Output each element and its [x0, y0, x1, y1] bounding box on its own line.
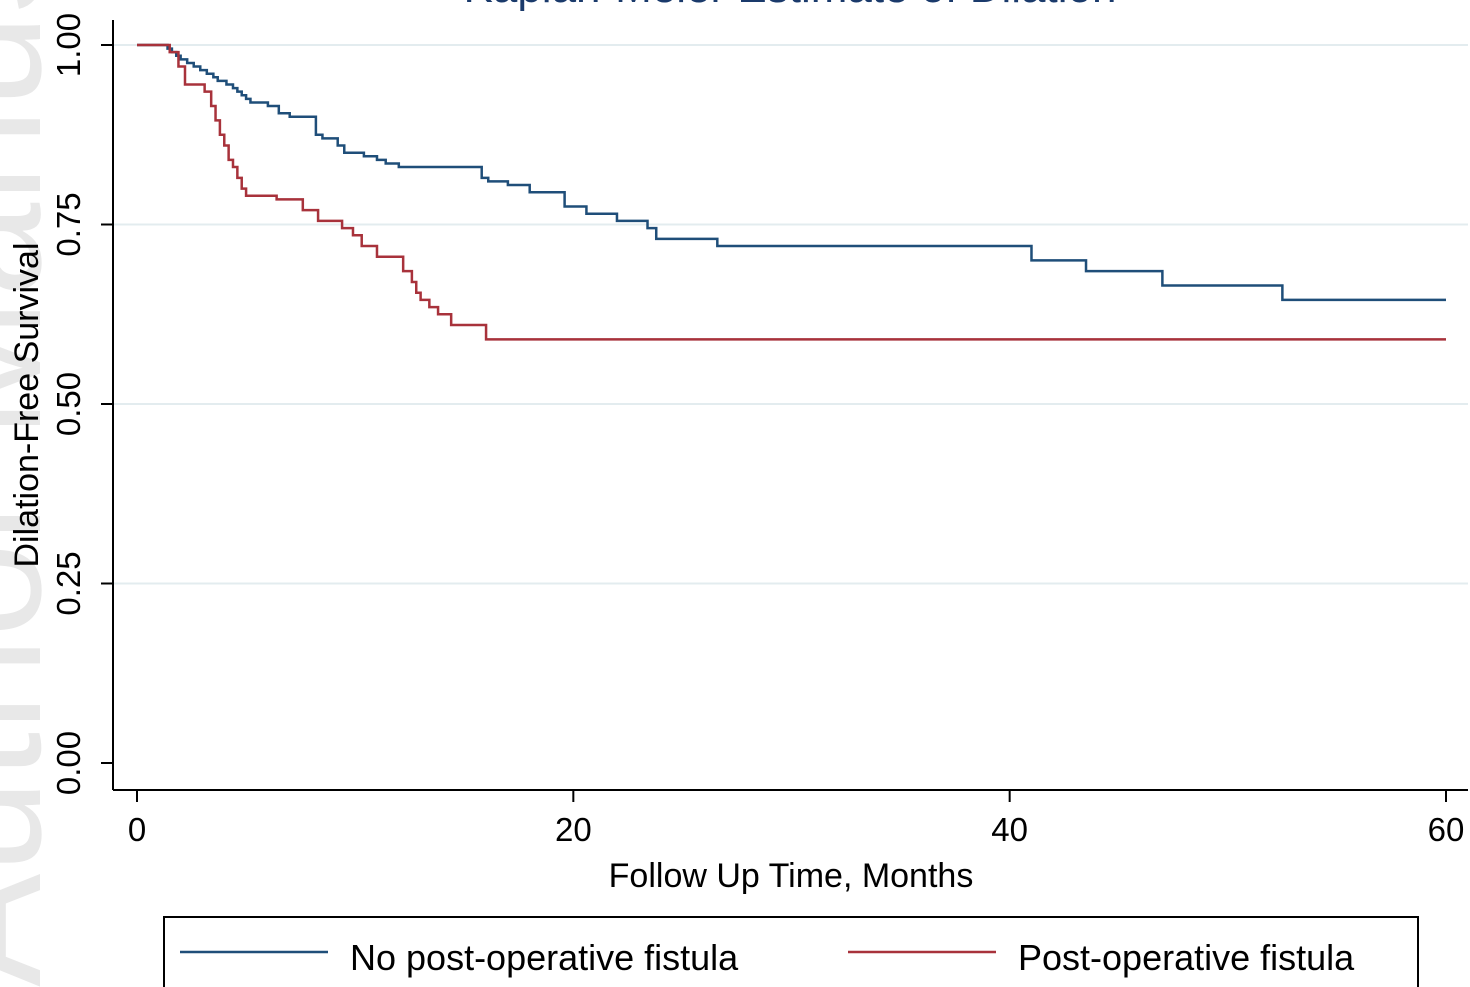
- grid-lines: [113, 44, 1468, 585]
- y-axis-title: Dilation-Free Survival: [8, 243, 46, 568]
- x-tick-label: 20: [555, 811, 592, 848]
- legend-label-fistula: Post-operative fistula: [1018, 937, 1355, 978]
- y-tick-label: 1.00: [50, 13, 87, 77]
- series-lines: [137, 43, 1446, 341]
- legend-label-no-fistula: No post-operative fistula: [350, 937, 739, 978]
- x-tick-label: 0: [128, 811, 146, 848]
- y-ticks: 0.00 0.25 0.50 0.75 1.00: [50, 13, 113, 795]
- series-line-fistula: [137, 43, 1446, 341]
- y-tick-label: 0.75: [50, 192, 87, 256]
- x-ticks: 0 20 40 60: [128, 790, 1465, 848]
- y-tick-label: 0.25: [50, 551, 87, 615]
- x-tick-label: 40: [991, 811, 1028, 848]
- legend: No post-operative fistula Post-operative…: [163, 916, 1419, 987]
- series-line-no-fistula: [137, 43, 1446, 302]
- watermark: Author Manuscript: [0, 0, 77, 987]
- y-tick-label: 0.50: [50, 372, 87, 436]
- x-tick-label: 60: [1428, 811, 1465, 848]
- x-axis-title: Follow Up Time, Months: [609, 857, 974, 895]
- chart-title: Kaplan-Meier Estimate of Dilation: [464, 0, 1117, 12]
- legend-box: [163, 916, 1419, 987]
- y-tick-label: 0.00: [50, 731, 87, 795]
